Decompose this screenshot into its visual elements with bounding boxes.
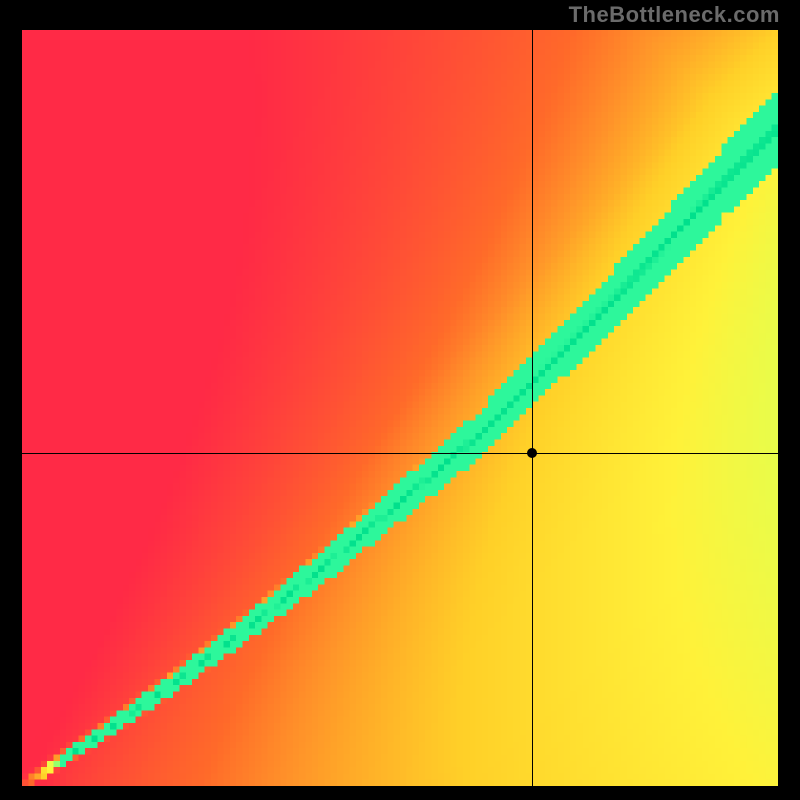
heatmap-canvas [22, 30, 778, 786]
crosshair-horizontal [22, 453, 778, 454]
crosshair-vertical [532, 30, 533, 786]
plot-area [22, 30, 778, 786]
watermark-text: TheBottleneck.com [569, 2, 780, 28]
chart-container: TheBottleneck.com [0, 0, 800, 800]
